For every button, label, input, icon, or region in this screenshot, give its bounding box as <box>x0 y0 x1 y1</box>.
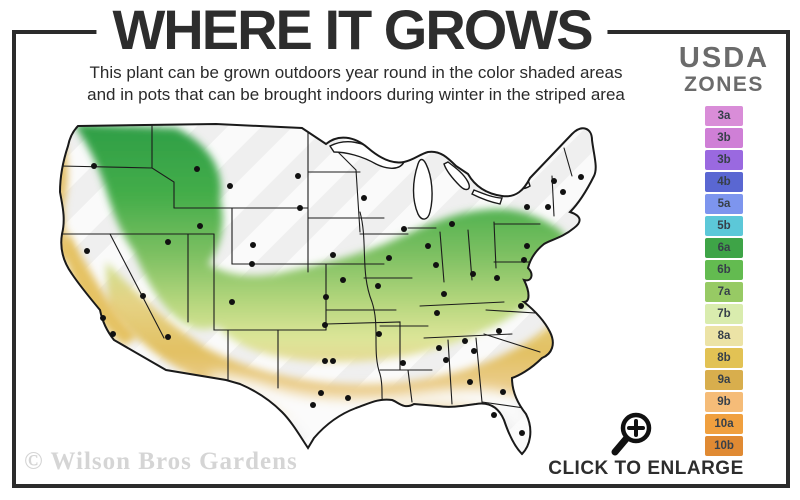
zone-chip-9a: 9a <box>705 370 743 391</box>
zone-chip-8b: 8b <box>705 348 743 369</box>
us-map-graphic <box>58 122 597 456</box>
watermark: © Wilson Bros Gardens <box>24 448 298 475</box>
usda-zones-legend: USDA ZONES 3a 3b 3b 4b 5a 5b 6a 6b 7a 7b… <box>676 42 772 457</box>
legend-heading-usda: USDA <box>678 42 770 74</box>
zone-chip-6a: 6a <box>705 238 743 259</box>
click-to-enlarge-label: CLICK TO ENLARGE <box>548 458 744 479</box>
zone-chip-4b: 4b <box>705 172 743 193</box>
subtitle-line1: This plant can be grown outdoors year ro… <box>89 63 623 82</box>
zone-chip-3a: 3a <box>705 106 743 127</box>
zone-chip-10a: 10a <box>705 414 743 435</box>
page-title: WHERE IT GROWS <box>112 0 593 61</box>
usda-zone-map <box>16 112 616 465</box>
zone-chip-5b: 5b <box>705 216 743 237</box>
great-lakes <box>328 141 531 220</box>
zone-chip-6b: 6b <box>705 260 743 281</box>
legend-heading-zones: ZONES <box>684 73 764 96</box>
coast-gold-strip <box>60 128 74 262</box>
magnifier-plus-icon[interactable] <box>606 408 658 460</box>
subtitle: This plant can be grown outdoors year ro… <box>46 62 666 107</box>
city-dots <box>84 163 584 436</box>
zone-chip-3b2: 3b <box>705 150 743 171</box>
state-borders <box>60 125 573 409</box>
click-to-enlarge-button[interactable]: CLICK TO ENLARGE <box>540 458 752 480</box>
subtitle-line2: and in pots that can be brought indoors … <box>87 85 625 105</box>
valley-gold-patch <box>62 232 138 346</box>
zone-chip-10b: 10b <box>705 436 743 457</box>
zone-chip-7b: 7b <box>705 304 743 325</box>
green-zone-band <box>74 124 570 362</box>
zone-chip-list: 3a 3b 3b 4b 5a 5b 6a 6b 7a 7b 8a 8b 9a 9… <box>676 106 772 457</box>
zone-chip-8a: 8a <box>705 326 743 347</box>
zone-chip-9b: 9b <box>705 392 743 413</box>
zone-chip-7a: 7a <box>705 282 743 303</box>
zone-chip-5a: 5a <box>705 194 743 215</box>
zone-chip-3b: 3b <box>705 128 743 149</box>
title-block: WHERE IT GROWS <box>96 0 608 61</box>
us-outline <box>58 122 597 456</box>
